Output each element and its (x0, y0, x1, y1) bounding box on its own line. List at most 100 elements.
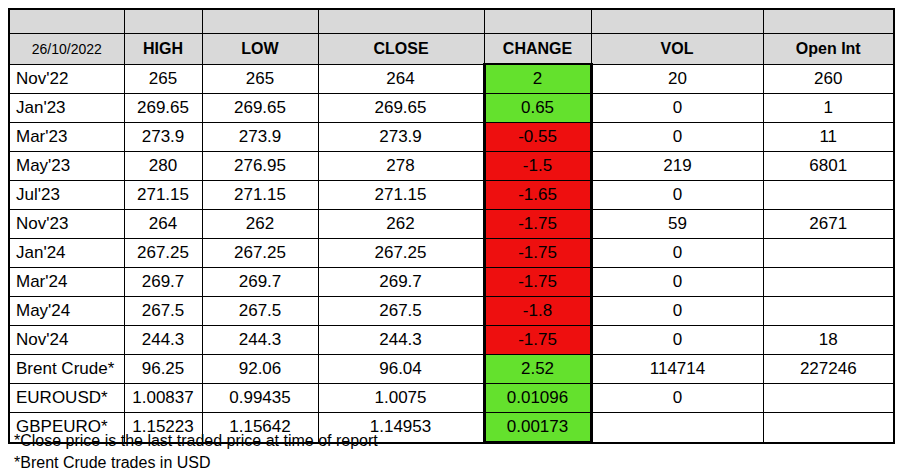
open-interest-value: 227246 (763, 355, 894, 384)
change-value: -1.75 (484, 239, 591, 268)
table-row: Nov'24244.3244.3244.3-1.75018 (9, 326, 894, 355)
column-header-high: HIGH (124, 34, 202, 65)
high-value: 96.25 (124, 355, 202, 384)
close-value: 267.5 (318, 297, 484, 326)
contract-label: Brent Crude* (9, 355, 124, 384)
open-interest-value: 6801 (763, 152, 894, 181)
vol-value: 0 (591, 384, 763, 413)
high-value: 1.00837 (124, 384, 202, 413)
open-interest-value (763, 297, 894, 326)
high-value: 244.3 (124, 326, 202, 355)
table-row: Mar'24269.7269.7269.7-1.750 (9, 268, 894, 297)
high-value: 271.15 (124, 181, 202, 210)
change-value: -1.75 (484, 326, 591, 355)
vol-value: 0 (591, 268, 763, 297)
close-value: 267.25 (318, 239, 484, 268)
low-value: 269.65 (202, 94, 318, 123)
footnote-brent-usd: *Brent Crude trades in USD (14, 452, 378, 474)
contract-label: Jan'23 (9, 94, 124, 123)
vol-value: 114714 (591, 355, 763, 384)
table-row: May'24267.5267.5267.5-1.80 (9, 297, 894, 326)
vol-value (591, 413, 763, 443)
vol-value: 0 (591, 326, 763, 355)
contract-label: Nov'22 (9, 64, 124, 94)
low-value: 265 (202, 64, 318, 94)
change-value: 2.52 (484, 355, 591, 384)
column-header-low: LOW (202, 34, 318, 65)
vol-value: 0 (591, 94, 763, 123)
close-value: 244.3 (318, 326, 484, 355)
change-value: 0.00173 (484, 413, 591, 443)
vol-value: 219 (591, 152, 763, 181)
contract-label: May'24 (9, 297, 124, 326)
vol-value: 0 (591, 297, 763, 326)
change-value: -1.75 (484, 268, 591, 297)
column-header-vol: VOL (591, 34, 763, 65)
low-value: 262 (202, 210, 318, 239)
open-interest-value: 18 (763, 326, 894, 355)
spacer-cell (763, 9, 894, 34)
close-value: 269.7 (318, 268, 484, 297)
high-value: 273.9 (124, 123, 202, 152)
contract-label: Nov'24 (9, 326, 124, 355)
vol-value: 0 (591, 123, 763, 152)
column-header-change: CHANGE (484, 34, 591, 65)
table-row: May'23280276.95278-1.52196801 (9, 152, 894, 181)
high-value: 269.7 (124, 268, 202, 297)
table-row: Jan'23269.65269.65269.650.6501 (9, 94, 894, 123)
vol-value: 59 (591, 210, 763, 239)
contract-label: Jan'24 (9, 239, 124, 268)
close-value: 269.65 (318, 94, 484, 123)
low-value: 269.7 (202, 268, 318, 297)
table-row: Jan'24267.25267.25267.25-1.750 (9, 239, 894, 268)
high-value: 267.5 (124, 297, 202, 326)
close-value: 273.9 (318, 123, 484, 152)
change-value: -1.75 (484, 210, 591, 239)
change-value: -1.5 (484, 152, 591, 181)
change-value: 0.01096 (484, 384, 591, 413)
open-interest-value (763, 181, 894, 210)
open-interest-value (763, 384, 894, 413)
open-interest-value: 11 (763, 123, 894, 152)
table-row: Mar'23273.9273.9273.9-0.55011 (9, 123, 894, 152)
spacer-cell (202, 9, 318, 34)
close-value: 96.04 (318, 355, 484, 384)
footnote-close-price: *Close price is the last traded price at… (14, 430, 378, 452)
table-body: Nov'22265265264220260Jan'23269.65269.652… (9, 64, 894, 443)
change-value: 0.65 (484, 94, 591, 123)
low-value: 244.3 (202, 326, 318, 355)
high-value: 267.25 (124, 239, 202, 268)
spacer-cell (124, 9, 202, 34)
change-value: -1.8 (484, 297, 591, 326)
spacer-row (9, 9, 894, 34)
vol-value: 20 (591, 64, 763, 94)
vol-value: 0 (591, 239, 763, 268)
low-value: 267.25 (202, 239, 318, 268)
low-value: 267.5 (202, 297, 318, 326)
low-value: 0.99435 (202, 384, 318, 413)
spacer-cell (484, 9, 591, 34)
column-header-open-int: Open Int (763, 34, 894, 65)
contract-label: Nov'23 (9, 210, 124, 239)
table-row: Nov'23264262262-1.75592671 (9, 210, 894, 239)
contract-label: May'23 (9, 152, 124, 181)
change-value: -0.55 (484, 123, 591, 152)
high-value: 269.65 (124, 94, 202, 123)
contract-label: Jul'23 (9, 181, 124, 210)
contract-label: Mar'23 (9, 123, 124, 152)
spacer-cell (9, 9, 124, 34)
futures-price-table-wrap: 26/10/2022 HIGH LOW CLOSE CHANGE VOL Ope… (8, 8, 895, 444)
table-row: Jul'23271.15271.15271.15-1.650 (9, 181, 894, 210)
report-page: 26/10/2022 HIGH LOW CLOSE CHANGE VOL Ope… (0, 0, 898, 476)
low-value: 276.95 (202, 152, 318, 181)
column-header-close: CLOSE (318, 34, 484, 65)
close-value: 278 (318, 152, 484, 181)
low-value: 273.9 (202, 123, 318, 152)
high-value: 265 (124, 64, 202, 94)
contract-label: EUROUSD* (9, 384, 124, 413)
open-interest-value (763, 239, 894, 268)
open-interest-value (763, 413, 894, 443)
high-value: 264 (124, 210, 202, 239)
close-value: 271.15 (318, 181, 484, 210)
futures-price-table: 26/10/2022 HIGH LOW CLOSE CHANGE VOL Ope… (8, 8, 895, 444)
